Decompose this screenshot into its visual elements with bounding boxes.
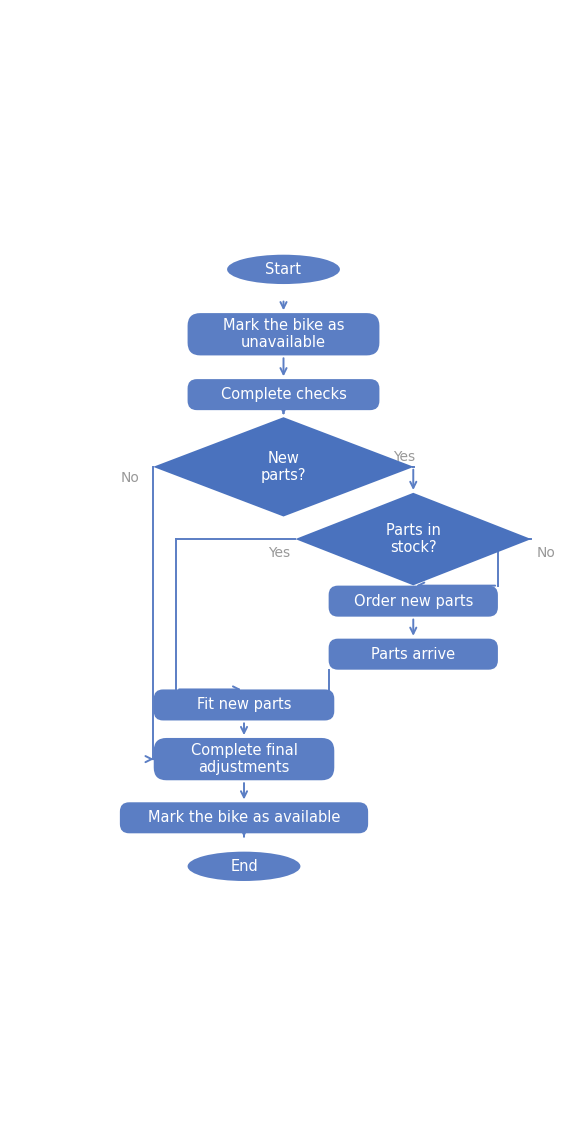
Text: Start: Start [265,262,302,277]
Text: Order new parts: Order new parts [354,593,473,609]
FancyBboxPatch shape [188,379,379,411]
Text: Complete checks: Complete checks [221,387,346,403]
Polygon shape [295,493,531,585]
Ellipse shape [227,255,340,284]
Text: Yes: Yes [268,547,290,560]
FancyBboxPatch shape [154,738,335,780]
Text: Complete final
adjustments: Complete final adjustments [191,743,298,776]
FancyBboxPatch shape [188,313,379,355]
Text: Mark the bike as
unavailable: Mark the bike as unavailable [223,318,344,350]
Text: No: No [120,471,139,485]
Text: New
parts?: New parts? [261,450,306,483]
FancyBboxPatch shape [329,638,498,670]
FancyBboxPatch shape [120,802,368,833]
Text: Fit new parts: Fit new parts [197,697,291,712]
Polygon shape [153,417,414,516]
Text: Yes: Yes [393,450,416,464]
Text: Parts arrive: Parts arrive [371,646,455,661]
Text: No: No [537,547,556,560]
Text: End: End [230,858,258,874]
Text: Mark the bike as available: Mark the bike as available [148,811,340,826]
FancyBboxPatch shape [154,689,335,720]
FancyBboxPatch shape [329,585,498,617]
Ellipse shape [188,852,301,881]
Text: Parts in
stock?: Parts in stock? [386,523,441,556]
